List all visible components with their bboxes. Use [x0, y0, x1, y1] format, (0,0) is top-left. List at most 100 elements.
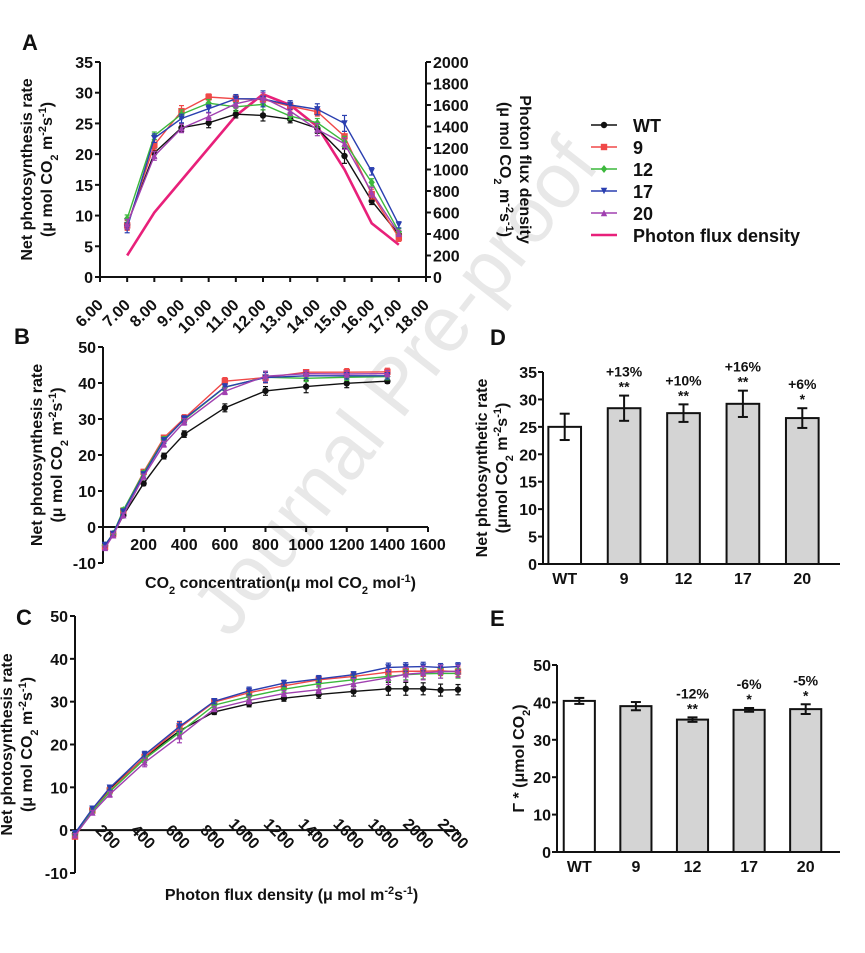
data-point — [384, 370, 391, 377]
x-tick-label: 400 — [171, 537, 198, 554]
y-tick-label: -10 — [73, 556, 96, 573]
data-point — [259, 94, 267, 101]
data-point — [160, 441, 168, 448]
data-point — [259, 112, 267, 119]
y-tick-label: 30 — [50, 695, 68, 712]
panel-label-E: E — [490, 606, 505, 631]
y2-tick-label: 400 — [433, 227, 460, 244]
y-tick-label: 0 — [528, 557, 537, 574]
data-point — [221, 383, 229, 391]
y-tick-label: 10 — [519, 502, 537, 519]
x-tick-label: 1400 — [295, 816, 332, 853]
data-point — [232, 111, 240, 118]
x-tick-label: 12 — [675, 571, 693, 588]
x-tick-label: 6.00 — [73, 297, 107, 331]
y-tick-label: 10 — [78, 484, 96, 501]
series-line — [74, 688, 459, 834]
data-point — [314, 126, 321, 133]
y-tick-label: 0 — [84, 270, 93, 287]
data-point — [315, 675, 322, 683]
data-point — [437, 668, 444, 675]
x-tick-label: 200 — [92, 822, 123, 853]
x-tick-label: WT — [567, 859, 592, 876]
panel-label-B: B — [14, 324, 30, 349]
y-tick-label: -10 — [45, 866, 68, 883]
data-point — [151, 152, 158, 160]
percent-change-label: +16% — [725, 359, 762, 375]
data-point — [89, 809, 96, 816]
data-point — [262, 387, 269, 395]
x-tick-label: 8.00 — [127, 297, 161, 331]
y-tick-label: 15 — [75, 178, 93, 195]
y-tick-label: 20 — [519, 447, 537, 464]
data-point — [280, 685, 288, 694]
data-point — [232, 95, 240, 103]
data-point — [140, 473, 147, 480]
legend-marker — [600, 209, 608, 217]
series-line — [126, 113, 400, 236]
bar-17 — [732, 708, 766, 853]
legend-marker — [600, 165, 608, 173]
series-20 — [123, 92, 403, 238]
data-point — [315, 686, 322, 693]
x-tick-label: 800 — [252, 537, 279, 554]
data-point — [314, 106, 321, 113]
data-point — [385, 664, 392, 671]
data-point — [109, 532, 117, 539]
chart-B: -10 0 10 20 30 40 50 200 400 600 800 1000 1200 1400 16… — [14, 324, 446, 573]
x-tick-label: 2000 — [399, 816, 436, 853]
data-point — [221, 388, 229, 395]
y2-tick-label: 800 — [433, 184, 460, 201]
data-point — [151, 141, 158, 149]
series-20 — [71, 664, 462, 839]
panel-label-C: C — [16, 605, 32, 630]
series-20 — [101, 369, 391, 552]
x-tick-label: 1000 — [288, 537, 324, 554]
data-point — [221, 404, 229, 412]
y-tick-label: 30 — [75, 86, 93, 103]
data-point — [437, 686, 444, 694]
data-point — [402, 685, 409, 693]
data-point — [181, 430, 188, 438]
data-point — [341, 120, 348, 127]
x-tick-label: 17 — [740, 859, 758, 876]
legend-label: Photon flux density — [633, 226, 800, 246]
x-tick-label: 17 — [734, 571, 752, 588]
bar-20 — [789, 708, 823, 854]
data-point — [71, 832, 79, 839]
data-point — [178, 125, 185, 132]
legend-label: WT — [633, 116, 661, 136]
data-point — [395, 234, 403, 241]
y-tick-label: 50 — [50, 609, 68, 626]
data-point — [141, 759, 148, 766]
legend-marker — [600, 187, 608, 195]
data-point — [89, 805, 96, 812]
significance-label: * — [800, 391, 806, 407]
data-point — [350, 688, 357, 695]
y2-tick-label: 600 — [433, 206, 460, 223]
panel-label-D: D — [490, 325, 506, 350]
data-point — [395, 230, 403, 237]
data-point — [232, 100, 240, 107]
y-tick-label: 40 — [78, 376, 96, 393]
y-axis-title-units: (μ mol CO2 m-2s-1) — [37, 102, 61, 237]
bar-WT — [547, 425, 583, 565]
y-tick-label: 35 — [519, 365, 537, 382]
data-point — [141, 751, 148, 758]
x-tick-label: 2200 — [434, 816, 471, 853]
y-tick-label: 50 — [533, 658, 551, 675]
y2-tick-label: 0 — [433, 270, 442, 287]
data-point — [205, 93, 212, 101]
significance-label: ** — [687, 700, 698, 716]
data-point — [350, 671, 357, 678]
y2-tick-label: 200 — [433, 249, 460, 266]
x-tick-label: 400 — [127, 822, 158, 853]
x-tick-label: 1600 — [330, 816, 367, 853]
data-point — [454, 686, 462, 693]
data-point — [245, 697, 253, 704]
data-point — [160, 452, 168, 460]
data-point — [101, 544, 109, 552]
data-point — [176, 723, 183, 730]
